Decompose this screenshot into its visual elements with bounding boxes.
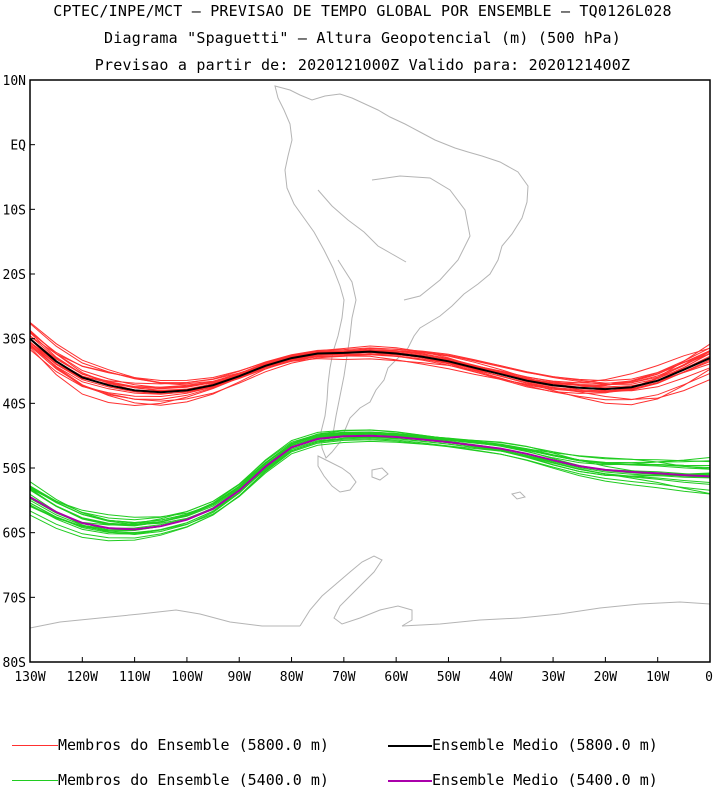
- legend-swatch-mean-5800: [388, 745, 432, 747]
- x-tick-label: 50W: [437, 670, 461, 685]
- ensemble-members-5400: [29, 429, 711, 542]
- y-tick-label: 30S: [3, 333, 26, 348]
- legend-members-5800: Membros do Ensemble (5800.0 m): [12, 736, 372, 756]
- legend-mean-5400: Ensemble Medio (5400.0 m): [388, 771, 718, 791]
- y-tick-label: 20S: [3, 268, 26, 283]
- ensemble-member-line: [29, 440, 711, 534]
- ensemble-member-line: [29, 433, 711, 527]
- south-america-coastline: [274, 85, 529, 459]
- ensemble-members-5800: [29, 322, 711, 407]
- legend-swatch-members-5800: [12, 745, 58, 746]
- antarctic-coastline: [29, 601, 711, 629]
- tierra-del-fuego-coastline: [317, 455, 357, 493]
- x-tick-label: 30W: [541, 670, 565, 685]
- legend-label-members-5800: Membros do Ensemble (5800.0 m): [58, 736, 329, 754]
- ensemble-means: [29, 337, 711, 531]
- x-tick-label: 130W: [14, 670, 45, 685]
- ensemble-member-line: [29, 435, 711, 529]
- ensemble-member-line: [29, 344, 711, 406]
- x-tick-label: 100W: [171, 670, 202, 685]
- legend-members-5400: Membros do Ensemble (5400.0 m): [12, 771, 372, 791]
- y-tick-label: EQ: [10, 139, 26, 154]
- ensemble-member-line: [29, 431, 711, 524]
- falklands-coastline: [371, 467, 389, 481]
- antarctic-peninsula-coastline: [299, 555, 413, 627]
- legend-label-mean-5400: Ensemble Medio (5400.0 m): [432, 771, 658, 789]
- y-tick-label: 50S: [3, 462, 26, 477]
- ensemble-member-line: [29, 435, 711, 526]
- x-tick-label: 10W: [646, 670, 670, 685]
- south-georgia-coastline: [511, 491, 526, 500]
- x-tick-label: 40W: [489, 670, 513, 685]
- x-tick-label: 90W: [227, 670, 251, 685]
- y-tick-label: 10S: [3, 203, 26, 218]
- legend-swatch-members-5400: [12, 780, 58, 781]
- title-line-2: Diagrama "Spaguetti" – Altura Geopotenci…: [104, 29, 621, 47]
- coastlines: [29, 85, 711, 629]
- ensemble-member-line: [29, 429, 711, 527]
- ensemble-member-line: [29, 323, 711, 384]
- ensemble-member-line: [29, 432, 711, 524]
- andes-border: [331, 259, 357, 441]
- x-tick-label: 120W: [67, 670, 98, 685]
- y-tick-label: 10N: [3, 74, 26, 89]
- x-tick-label: 0: [705, 670, 713, 685]
- legend-label-mean-5800: Ensemble Medio (5800.0 m): [432, 736, 658, 754]
- ensemble-member-line: [29, 439, 711, 539]
- andes-countries-border: [317, 189, 407, 263]
- map-frame: [29, 79, 711, 663]
- legend-swatch-mean-5400: [388, 780, 432, 782]
- brazil-border: [371, 175, 471, 301]
- y-tick-label: 80S: [3, 656, 26, 671]
- x-tick-label: 110W: [119, 670, 150, 685]
- ensemble-mean-5400-line: [29, 434, 711, 531]
- ensemble-member-line: [29, 433, 711, 531]
- ensemble-member-line: [29, 331, 711, 384]
- ensemble-member-line: [29, 345, 711, 402]
- ensemble-member-line: [29, 438, 711, 542]
- title-line-1: CPTEC/INPE/MCT – PREVISAO DE TEMPO GLOBA…: [53, 2, 672, 20]
- y-tick-label: 60S: [3, 527, 26, 542]
- ensemble-member-line: [29, 435, 711, 531]
- y-tick-label: 40S: [3, 397, 26, 412]
- ensemble-member-line: [29, 349, 711, 398]
- x-tick-label: 80W: [280, 670, 304, 685]
- legend-mean-5800: Ensemble Medio (5800.0 m): [388, 736, 718, 756]
- x-tick-label: 20W: [594, 670, 618, 685]
- x-tick-label: 60W: [384, 670, 408, 685]
- ensemble-mean-5800-line: [29, 337, 711, 394]
- ensemble-member-line: [29, 346, 711, 407]
- x-tick-label: 70W: [332, 670, 356, 685]
- legend-label-members-5400: Membros do Ensemble (5400.0 m): [58, 771, 329, 789]
- title-line-3: Previsao a partir de: 2020121000Z Valido…: [94, 56, 631, 74]
- ensemble-member-line: [29, 436, 711, 532]
- y-tick-label: 70S: [3, 591, 26, 606]
- ensemble-member-line: [29, 332, 711, 389]
- ensemble-member-line: [29, 436, 711, 534]
